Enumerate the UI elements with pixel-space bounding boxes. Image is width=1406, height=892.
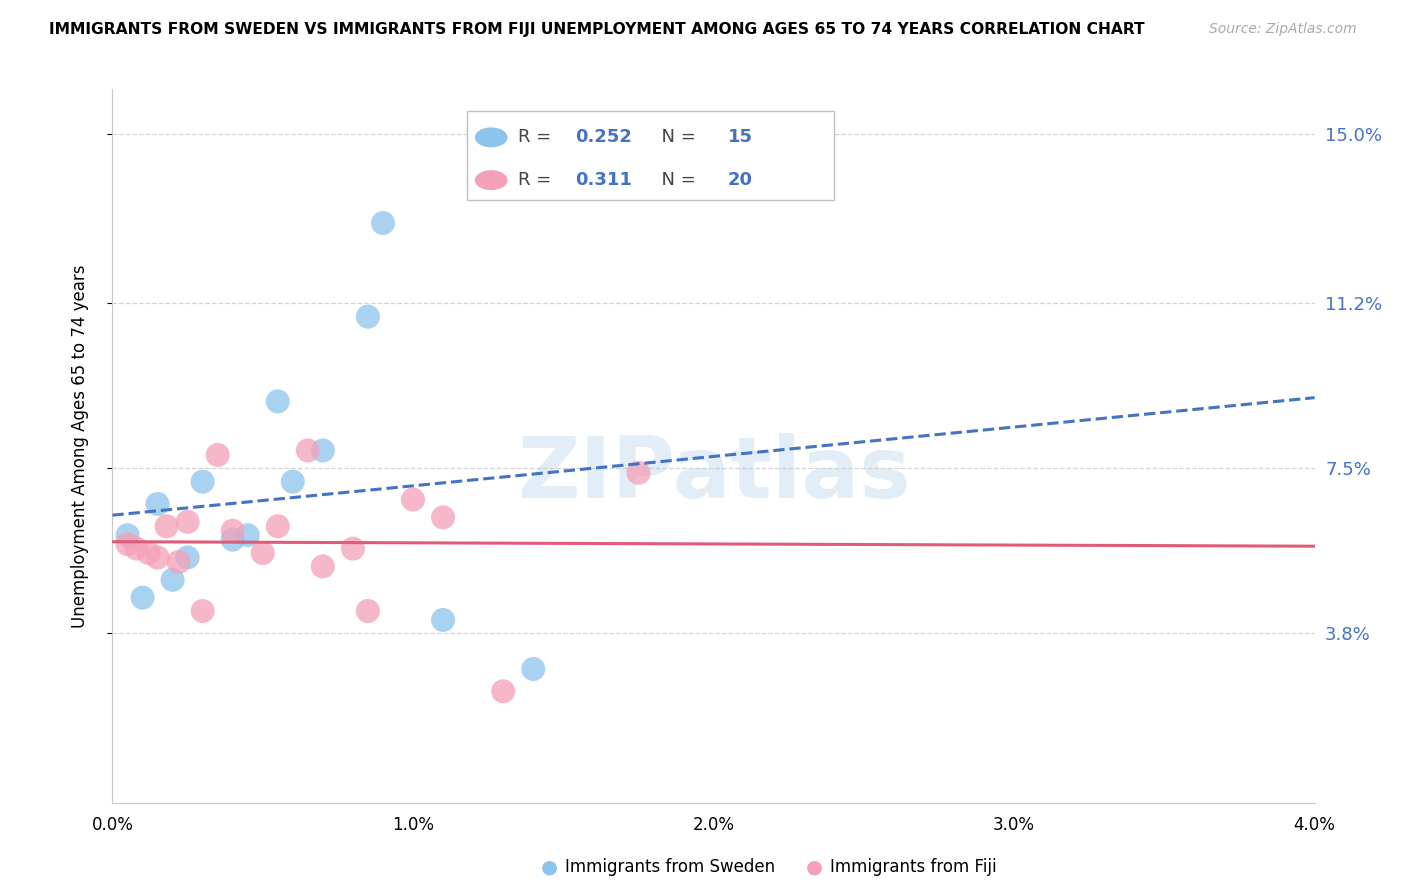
- Point: [176, 550, 198, 565]
- Point: [131, 591, 153, 605]
- Text: 0.252: 0.252: [575, 128, 633, 146]
- Point: [432, 510, 454, 524]
- Point: [492, 684, 515, 698]
- Point: [176, 515, 198, 529]
- Point: [297, 443, 319, 458]
- Point: [155, 519, 177, 533]
- Text: R =: R =: [517, 128, 557, 146]
- Point: [627, 466, 650, 480]
- Text: Immigrants from Fiji: Immigrants from Fiji: [830, 858, 997, 876]
- Bar: [467, 111, 834, 200]
- Point: [312, 443, 335, 458]
- Text: Immigrants from Sweden: Immigrants from Sweden: [565, 858, 775, 876]
- Point: [357, 310, 380, 324]
- Point: [371, 216, 394, 230]
- Point: [162, 573, 184, 587]
- Point: [146, 497, 169, 511]
- Point: [167, 555, 190, 569]
- Y-axis label: Unemployment Among Ages 65 to 74 years: Unemployment Among Ages 65 to 74 years: [70, 264, 89, 628]
- Point: [267, 394, 290, 409]
- Point: [117, 537, 139, 551]
- Text: 20: 20: [728, 171, 754, 189]
- Point: [222, 533, 245, 547]
- Point: [402, 492, 425, 507]
- Point: [138, 546, 160, 560]
- Point: [357, 604, 380, 618]
- Text: 15: 15: [728, 128, 754, 146]
- Text: IMMIGRANTS FROM SWEDEN VS IMMIGRANTS FROM FIJI UNEMPLOYMENT AMONG AGES 65 TO 74 : IMMIGRANTS FROM SWEDEN VS IMMIGRANTS FRO…: [49, 22, 1144, 37]
- Text: ZIPatlas: ZIPatlas: [516, 433, 911, 516]
- Point: [432, 613, 454, 627]
- Point: [222, 524, 245, 538]
- Point: [191, 475, 214, 489]
- Point: [125, 541, 148, 556]
- Point: [191, 604, 214, 618]
- Point: [146, 550, 169, 565]
- Point: [252, 546, 274, 560]
- Circle shape: [475, 128, 506, 146]
- Point: [236, 528, 259, 542]
- Text: N =: N =: [650, 128, 702, 146]
- Text: 0.311: 0.311: [575, 171, 633, 189]
- Text: Source: ZipAtlas.com: Source: ZipAtlas.com: [1209, 22, 1357, 37]
- Circle shape: [475, 171, 506, 189]
- Point: [207, 448, 229, 462]
- Text: N =: N =: [650, 171, 702, 189]
- Point: [522, 662, 544, 676]
- Point: [342, 541, 364, 556]
- Point: [281, 475, 304, 489]
- Text: ●: ●: [541, 857, 558, 877]
- Text: R =: R =: [517, 171, 562, 189]
- Point: [117, 528, 139, 542]
- Point: [312, 559, 335, 574]
- Text: ●: ●: [806, 857, 823, 877]
- Point: [267, 519, 290, 533]
